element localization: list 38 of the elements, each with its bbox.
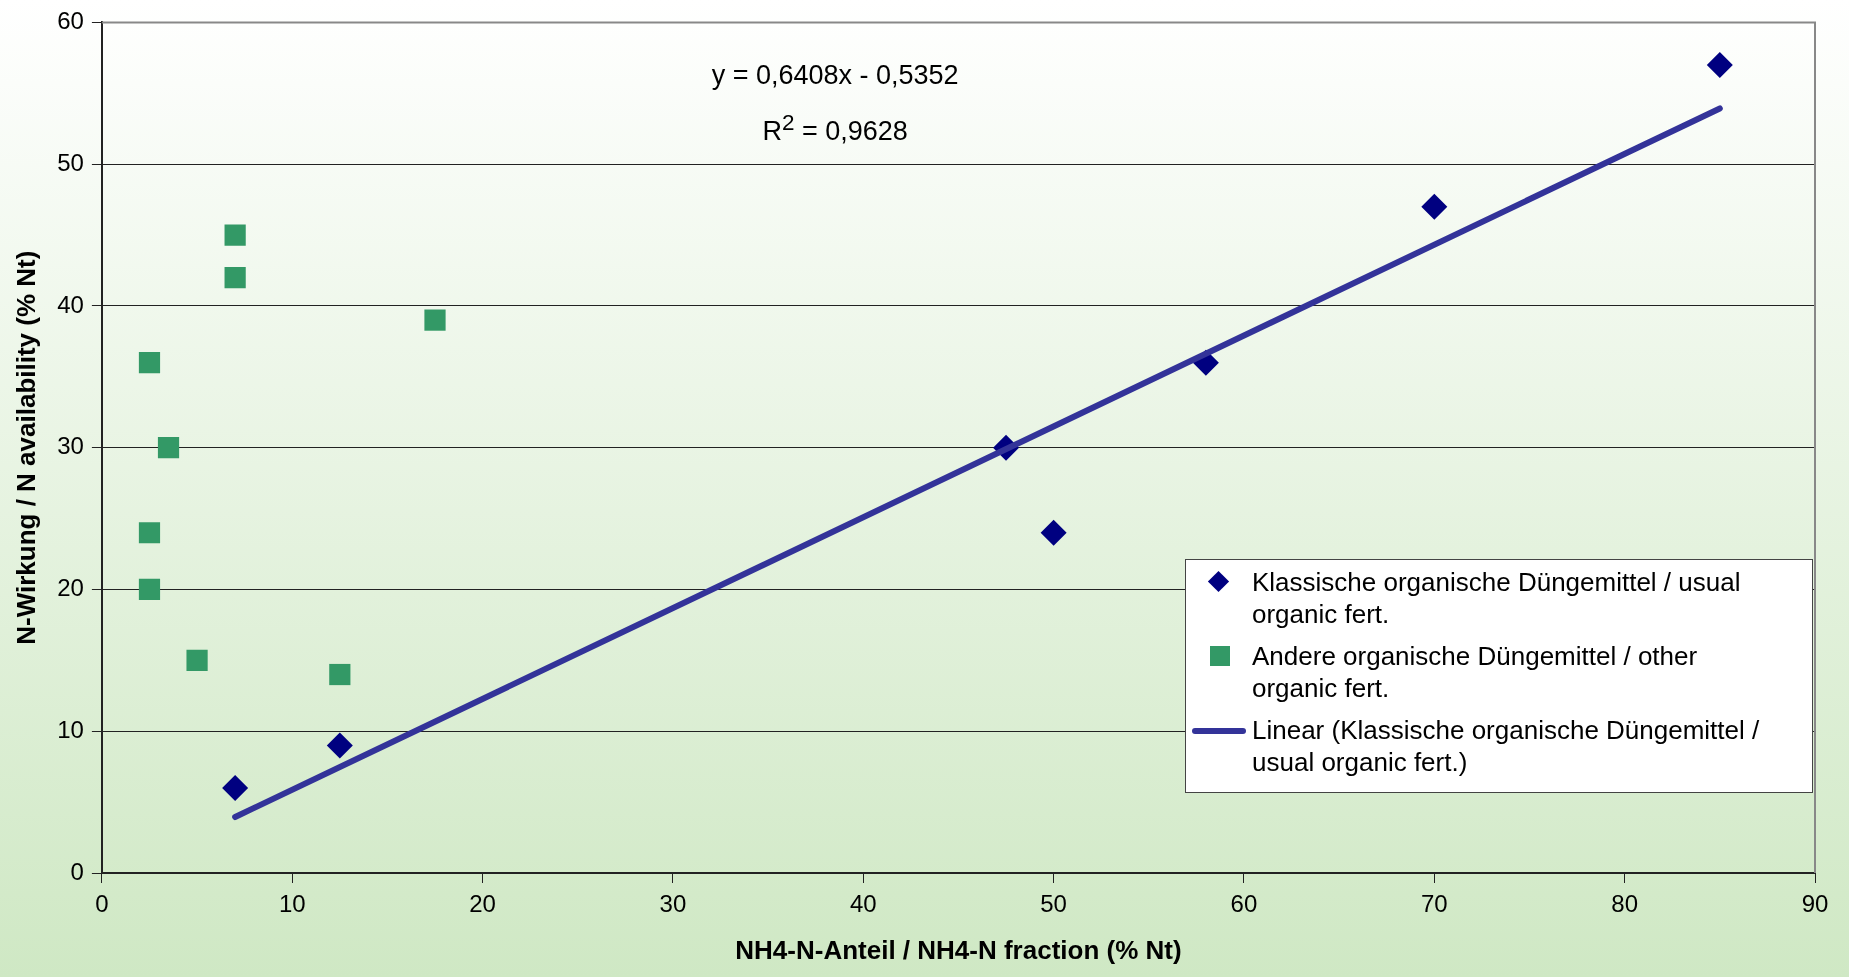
x-tick-label: 80 [1611,890,1639,918]
point [222,774,249,801]
point [326,732,353,759]
point [138,522,161,544]
annotation: y = 0,6408x - 0,5352 [711,59,959,93]
y-tick-label: 50 [57,148,84,176]
y-axis-title: N-Wirkung / N availability (% Nt) [10,250,41,645]
legend-label: Andere organische Düngemittel / other organic fert. [1252,640,1699,704]
y-tick-label: 30 [57,432,84,460]
x-tick-label: 70 [1420,890,1448,918]
point [224,266,246,289]
y-tick-label: 60 [57,7,84,35]
point [1040,519,1067,546]
point [224,224,246,246]
legend-label: Klassische organische Düngemittel / usual organic fert. [1252,566,1742,630]
x-tick-label: 90 [1801,890,1829,918]
y-tick-label: 20 [57,574,84,602]
point [329,663,351,686]
x-tick-label: 30 [659,890,687,918]
legend-label: Linear (Klassische organische Düngemittel / usual organic fert.) [1252,714,1761,778]
y-tick-label: 40 [57,290,84,318]
point [157,437,180,459]
point [186,649,208,671]
x-axis-title: NH4-N-Anteil / NH4-N fraction (% Nt) [735,934,1182,965]
y-tick-label: 0 [70,857,84,885]
point [138,578,161,601]
y-tick-label: 10 [57,715,84,743]
annotation: R$^{2}$ = 0,9628 [761,109,909,149]
x-tick-label: 60 [1230,890,1258,918]
point [424,309,446,331]
x-tick-label: 0 [95,890,109,918]
x-tick-label: 50 [1040,890,1067,918]
point [1421,193,1448,220]
point [1706,51,1733,78]
x-tick-label: 40 [849,890,877,918]
x-tick-label: 10 [278,890,306,918]
point [138,352,161,374]
x-tick-label: 20 [469,890,496,918]
